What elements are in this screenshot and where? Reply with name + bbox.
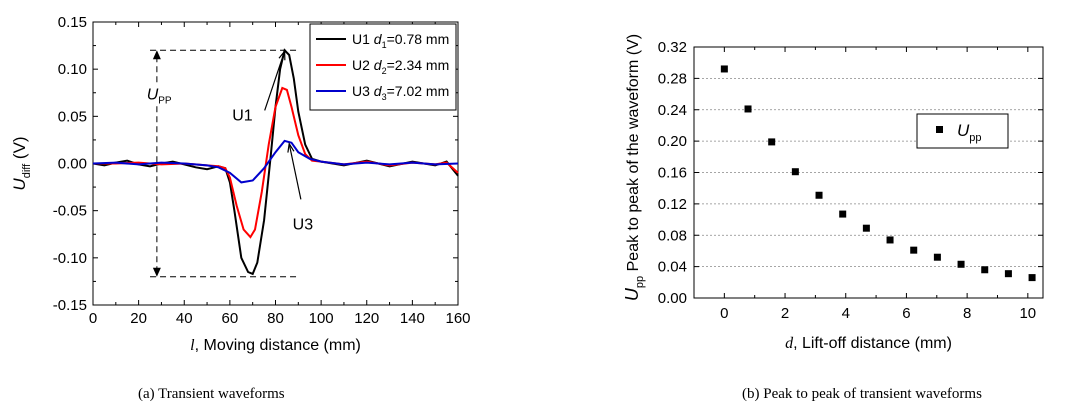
- legend-entry-U3: U3 d3=7.02 mm: [352, 83, 449, 102]
- x-tick-label: 60: [222, 310, 239, 327]
- data-point: [815, 191, 823, 199]
- legend-entry-U1: U1 d1=0.78 mm: [352, 31, 449, 50]
- y-tick-label: 0.12: [658, 196, 687, 213]
- legend-box: [916, 113, 1009, 149]
- y-tick-label: 0.20: [658, 133, 687, 150]
- y-tick-label: 0.16: [658, 165, 687, 182]
- data-point: [886, 236, 894, 244]
- caption-a: (a) Transient waveforms: [138, 386, 285, 402]
- data-point: [1004, 270, 1012, 278]
- x-tick-label: 80: [267, 310, 284, 327]
- y-tick-label: -0.10: [53, 250, 87, 267]
- x-tick-label: 40: [176, 310, 193, 327]
- x-tick-label: 0: [89, 310, 97, 327]
- x-tick-label: 100: [309, 310, 334, 327]
- legend-marker: [936, 126, 943, 133]
- data-point: [957, 260, 965, 268]
- data-point: [933, 253, 941, 261]
- annotation-arrowhead-U3: [287, 141, 295, 153]
- upp-arrowhead-bottom: [152, 267, 161, 277]
- x-tick-label: 140: [400, 310, 425, 327]
- annotation-arrowhead-U1: [278, 49, 286, 61]
- y-axis-label: Upp Peak to peak of the waveform (V): [622, 34, 646, 301]
- x-tick-label: 0: [720, 305, 728, 322]
- chart-transient-waveforms: 0 20 40 60 80 100 120 140 160 -0.15 -0.10 -0.05 0.00…: [10, 14, 471, 354]
- legend-entry: Upp: [957, 121, 982, 144]
- y-tick-label: 0.08: [658, 227, 687, 244]
- x-tick-label: 10: [1019, 305, 1036, 322]
- y-tick-label: 0.04: [658, 259, 687, 276]
- x-tick-label: 120: [354, 310, 379, 327]
- x-tick-label: 6: [902, 305, 910, 322]
- y-tick-label: 0.15: [58, 14, 87, 31]
- data-point: [744, 105, 752, 113]
- x-axis-label: l, Moving distance (mm): [190, 337, 361, 354]
- upp-annotation-label: UPP: [147, 86, 172, 106]
- x-tick-label: 160: [445, 310, 470, 327]
- y-tick-label: 0.05: [58, 108, 87, 125]
- y-tick-label: 0.00: [658, 290, 687, 307]
- y-tick-label: 0.32: [658, 39, 687, 56]
- data-point: [768, 138, 776, 146]
- upp-label-bg: [139, 83, 180, 106]
- y-tick-label: 0.24: [658, 102, 687, 119]
- data-point: [839, 210, 847, 218]
- upp-arrowhead-top: [152, 50, 161, 60]
- y-tick-label: -0.15: [53, 297, 87, 314]
- y-tick-label: -0.05: [53, 203, 87, 220]
- x-axis-label: d, Lift-off distance (mm): [785, 335, 952, 352]
- x-tick-label: 4: [842, 305, 850, 322]
- annotation-label-U1: U1: [232, 107, 253, 124]
- caption-b: (b) Peak to peak of transient waveforms: [742, 386, 982, 402]
- data-point: [720, 65, 728, 73]
- data-point: [981, 266, 989, 274]
- x-tick-label: 8: [963, 305, 971, 322]
- data-point: [910, 246, 918, 254]
- annotation-arrow-U3: [288, 143, 302, 200]
- annotation-label-U3: U3: [293, 216, 314, 233]
- chart-peak-to-peak: 0 2 4 6 8 10 0.00 0.04 0.08 0.12 0.16 0.20 0.24 0.28 0…: [622, 34, 1044, 352]
- x-tick-label: 20: [130, 310, 147, 327]
- data-point: [1028, 274, 1036, 282]
- legend-entry-U2: U2 d2=2.34 mm: [352, 57, 449, 76]
- y-tick-label: 0.00: [58, 156, 87, 173]
- annotation-arrow-U1: [264, 51, 286, 111]
- y-tick-label: 0.28: [658, 70, 687, 87]
- series-line-U3: [92, 139, 459, 184]
- y-axis-label: Udiff (V): [10, 136, 33, 190]
- x-tick-label: 2: [781, 305, 789, 322]
- y-tick-label: 0.10: [58, 61, 87, 78]
- data-point: [791, 168, 799, 176]
- data-point: [862, 224, 870, 232]
